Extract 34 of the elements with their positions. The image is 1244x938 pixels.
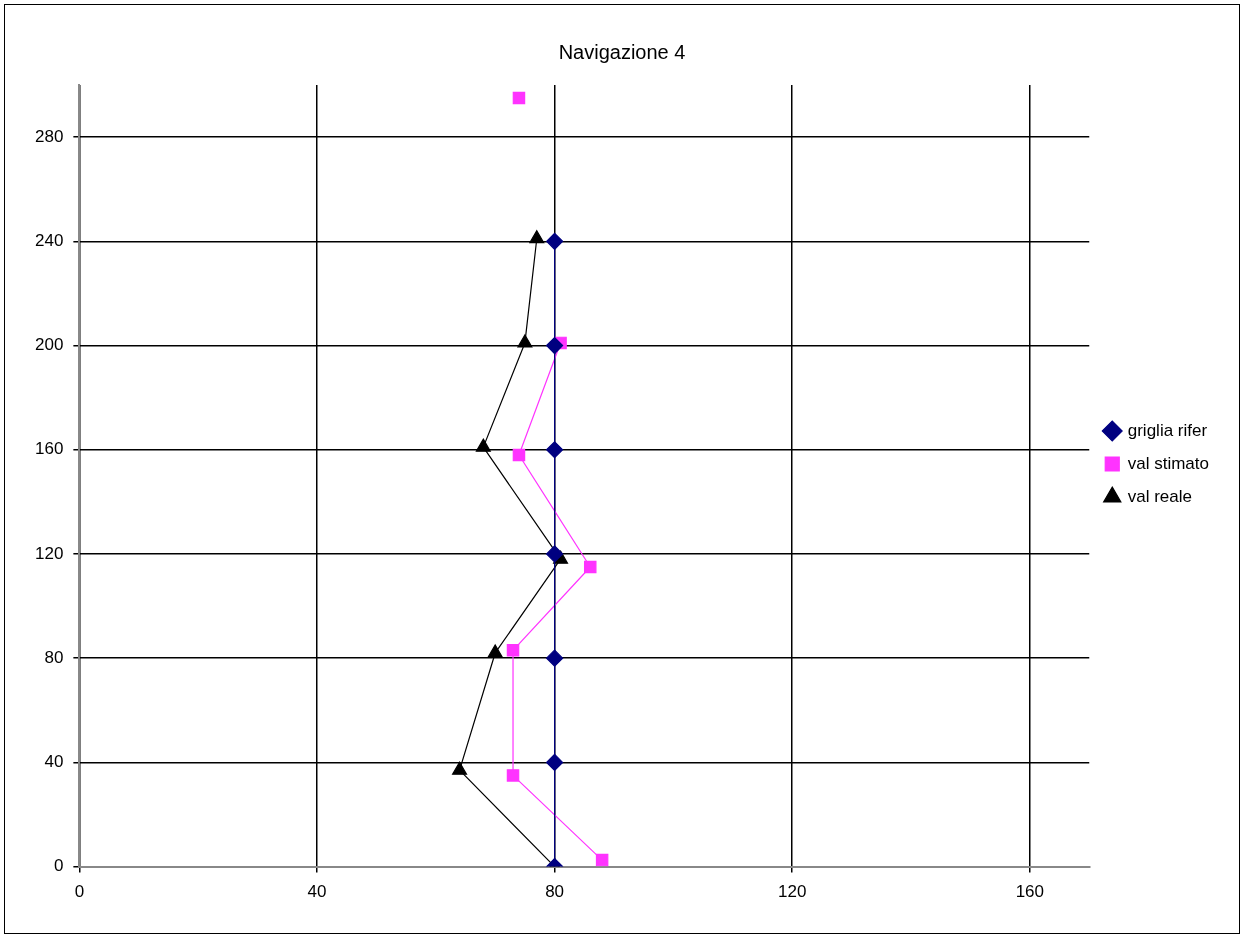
point xyxy=(595,853,609,867)
legend-label: val reale xyxy=(1127,486,1193,506)
y-tick-label: 200 xyxy=(34,335,64,355)
y-tick-label: 120 xyxy=(34,543,64,563)
x-tick-label: 40 xyxy=(307,882,327,902)
point xyxy=(546,232,564,250)
point xyxy=(506,769,520,782)
chart-title: Navigazione 4 xyxy=(558,40,686,63)
x-tick-label: 120 xyxy=(778,882,807,902)
point xyxy=(512,448,526,462)
x-tick-label: 80 xyxy=(545,882,565,902)
y-tick-label: 280 xyxy=(34,126,64,146)
point xyxy=(512,91,526,105)
legend-label: val stimato xyxy=(1127,453,1209,473)
point xyxy=(506,644,520,657)
legend-label: griglia rifer xyxy=(1127,420,1208,440)
point xyxy=(546,649,564,667)
x-tick-label: 0 xyxy=(74,882,85,902)
point xyxy=(487,644,503,658)
point xyxy=(546,545,564,563)
point xyxy=(475,438,491,452)
y-tick-label: 40 xyxy=(44,752,64,772)
point xyxy=(452,761,468,775)
x-tick-label: 160 xyxy=(1015,882,1045,902)
point xyxy=(546,753,564,771)
point xyxy=(546,441,564,459)
point xyxy=(529,230,545,244)
y-tick-label: 240 xyxy=(34,231,64,251)
point xyxy=(583,560,597,574)
y-tick-label: 160 xyxy=(34,439,64,459)
y-tick-label: 80 xyxy=(44,647,64,667)
y-tick-label: 0 xyxy=(53,856,64,876)
point xyxy=(546,336,564,355)
point xyxy=(517,334,533,348)
